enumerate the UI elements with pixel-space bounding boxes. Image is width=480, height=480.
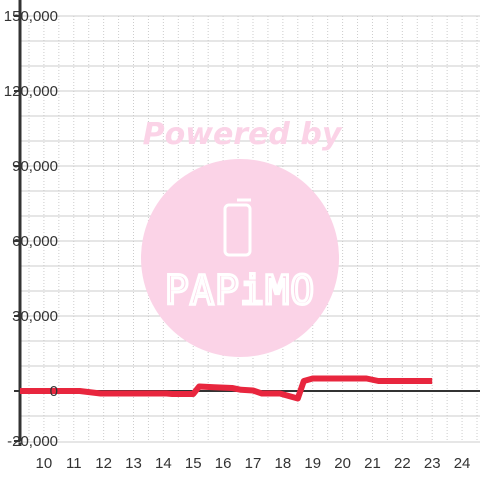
y-tick-label: 120,000 <box>4 83 58 100</box>
watermark: Powered by PAPiMO <box>141 117 343 357</box>
y-tick-label: 150,000 <box>4 8 58 25</box>
watermark-powered-by: Powered by <box>143 117 343 152</box>
y-tick-label: 0 <box>50 383 58 400</box>
x-tick-label: 19 <box>304 455 321 472</box>
x-tick-label: 17 <box>245 455 262 472</box>
x-tick-label: 11 <box>66 455 82 472</box>
x-tick-label: 13 <box>125 455 142 472</box>
tick-labels: 150,000 120,000 90,000 60,000 30,000 0 -20,000… <box>4 8 471 472</box>
x-tick-label: 18 <box>275 455 292 472</box>
series-layer <box>20 375 433 402</box>
x-tick-label: 14 <box>155 455 172 472</box>
x-tick-label: 12 <box>95 455 112 472</box>
y-tick-label: 90,000 <box>12 158 58 175</box>
y-tick-label: 30,000 <box>12 308 58 325</box>
series-line-1 <box>20 375 433 402</box>
watermark-brand: PAPiMO <box>165 268 316 314</box>
grid <box>20 15 480 441</box>
y-tick-label: 60,000 <box>12 233 58 250</box>
watermark-circle <box>141 159 339 357</box>
x-tick-label: 16 <box>215 455 232 472</box>
x-tick-label: 23 <box>424 455 441 472</box>
x-tick-label: 22 <box>394 455 411 472</box>
x-tick-label: 20 <box>334 455 351 472</box>
x-tick-label: 10 <box>36 455 53 472</box>
x-tick-label: 21 <box>364 455 381 472</box>
x-tick-label: 15 <box>185 455 202 472</box>
x-tick-label: 24 <box>454 455 471 472</box>
phone-icon <box>223 198 252 257</box>
y-tick-label: -20,000 <box>7 433 58 450</box>
